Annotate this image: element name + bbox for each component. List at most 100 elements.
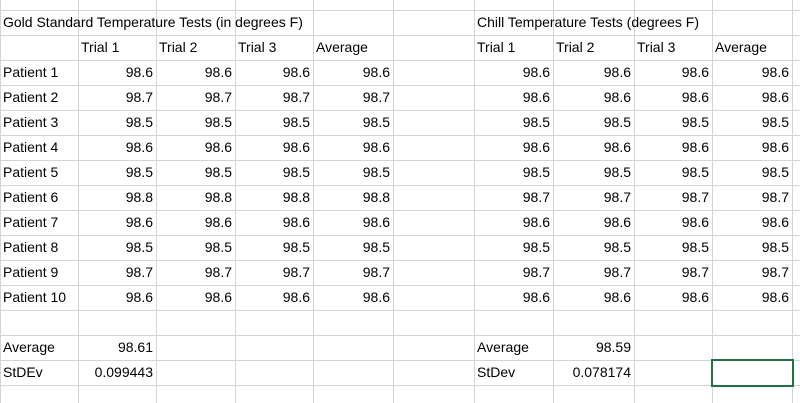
cell-value[interactable]: 98.6: [522, 89, 550, 105]
cell-value[interactable]: 98.7: [761, 189, 789, 205]
cell-value[interactable]: 98.6: [681, 64, 709, 80]
cell-value[interactable]: 98.6: [603, 64, 631, 80]
row-label[interactable]: Patient 9: [3, 264, 59, 280]
summary-value[interactable]: 98.59: [595, 339, 631, 355]
cell-value[interactable]: 98.5: [282, 239, 310, 255]
summary-value[interactable]: 98.61: [117, 339, 153, 355]
cell-value[interactable]: 98.5: [362, 164, 390, 180]
cell-value[interactable]: 98.7: [125, 264, 153, 280]
column-header[interactable]: Trial 2: [159, 39, 198, 55]
cell-value[interactable]: 98.5: [282, 164, 310, 180]
summary-label[interactable]: Average: [3, 339, 55, 355]
summary-label[interactable]: Average: [477, 339, 529, 355]
table-title[interactable]: Gold Standard Temperature Tests (in degr…: [3, 14, 303, 30]
row-label[interactable]: Patient 5: [3, 164, 59, 180]
summary-value[interactable]: 0.078174: [572, 364, 631, 380]
cell-value[interactable]: 98.6: [282, 214, 310, 230]
cell-value[interactable]: 98.6: [681, 214, 709, 230]
cell-value[interactable]: 98.6: [125, 64, 153, 80]
cell-value[interactable]: 98.6: [282, 139, 310, 155]
cell-value[interactable]: 98.6: [603, 89, 631, 105]
cell-value[interactable]: 98.6: [204, 289, 232, 305]
cell-value[interactable]: 98.8: [204, 189, 232, 205]
cell-value[interactable]: 98.6: [204, 139, 232, 155]
cell-value[interactable]: 98.6: [681, 139, 709, 155]
cell-value[interactable]: 98.5: [603, 114, 631, 130]
cell-value[interactable]: 98.6: [204, 64, 232, 80]
cell-value[interactable]: 98.7: [282, 264, 310, 280]
cell-value[interactable]: 98.6: [761, 64, 789, 80]
cell-value[interactable]: 98.6: [204, 214, 232, 230]
cell-value[interactable]: 98.5: [204, 239, 232, 255]
cell-value[interactable]: 98.5: [603, 164, 631, 180]
cell-value[interactable]: 98.7: [362, 264, 390, 280]
cell-value[interactable]: 98.7: [204, 89, 232, 105]
cell-value[interactable]: 98.6: [603, 214, 631, 230]
row-label[interactable]: Patient 4: [3, 139, 59, 155]
cell-value[interactable]: 98.6: [681, 289, 709, 305]
selected-cell[interactable]: [711, 359, 794, 387]
column-header[interactable]: Average: [316, 39, 368, 55]
cell-value[interactable]: 98.5: [362, 239, 390, 255]
cell-value[interactable]: 98.6: [362, 289, 390, 305]
cell-value[interactable]: 98.6: [522, 64, 550, 80]
cell-value[interactable]: 98.6: [362, 139, 390, 155]
cell-value[interactable]: 98.6: [603, 289, 631, 305]
cell-value[interactable]: 98.5: [125, 239, 153, 255]
cell-value[interactable]: 98.5: [522, 239, 550, 255]
row-label[interactable]: Patient 2: [3, 89, 59, 105]
column-header[interactable]: Average: [715, 39, 767, 55]
row-label[interactable]: Patient 1: [3, 64, 59, 80]
cell-value[interactable]: 98.7: [603, 264, 631, 280]
cell-value[interactable]: 98.6: [603, 139, 631, 155]
cell-value[interactable]: 98.6: [282, 289, 310, 305]
cell-value[interactable]: 98.6: [522, 214, 550, 230]
column-header[interactable]: Trial 3: [238, 39, 277, 55]
column-header[interactable]: Trial 3: [637, 39, 676, 55]
cell-value[interactable]: 98.5: [522, 164, 550, 180]
cell-value[interactable]: 98.5: [681, 114, 709, 130]
cell-value[interactable]: 98.5: [362, 114, 390, 130]
cell-value[interactable]: 98.5: [204, 114, 232, 130]
column-header[interactable]: Trial 1: [477, 39, 516, 55]
table-title[interactable]: Chill Temperature Tests (degrees F): [477, 14, 700, 30]
cell-value[interactable]: 98.7: [522, 189, 550, 205]
cell-value[interactable]: 98.5: [204, 164, 232, 180]
cell-value[interactable]: 98.5: [282, 114, 310, 130]
summary-value[interactable]: 0.099443: [94, 364, 153, 380]
cell-value[interactable]: 98.5: [761, 114, 789, 130]
cell-value[interactable]: 98.7: [282, 89, 310, 105]
row-label[interactable]: Patient 10: [3, 289, 67, 305]
cell-value[interactable]: 98.6: [761, 89, 789, 105]
column-header[interactable]: Trial 2: [556, 39, 595, 55]
cell-value[interactable]: 98.7: [522, 264, 550, 280]
cell-value[interactable]: 98.6: [125, 139, 153, 155]
cell-value[interactable]: 98.5: [681, 164, 709, 180]
column-header[interactable]: Trial 1: [81, 39, 120, 55]
cell-value[interactable]: 98.5: [761, 239, 789, 255]
cell-value[interactable]: 98.7: [362, 89, 390, 105]
cell-value[interactable]: 98.6: [761, 139, 789, 155]
cell-value[interactable]: 98.5: [603, 239, 631, 255]
row-label[interactable]: Patient 7: [3, 214, 59, 230]
cell-value[interactable]: 98.7: [125, 89, 153, 105]
cell-value[interactable]: 98.6: [362, 64, 390, 80]
cell-value[interactable]: 98.8: [362, 189, 390, 205]
row-label[interactable]: Patient 3: [3, 114, 59, 130]
cell-value[interactable]: 98.7: [681, 264, 709, 280]
cell-value[interactable]: 98.5: [761, 164, 789, 180]
cell-value[interactable]: 98.5: [522, 114, 550, 130]
row-label[interactable]: Patient 8: [3, 239, 59, 255]
cell-value[interactable]: 98.7: [681, 189, 709, 205]
cell-value[interactable]: 98.8: [125, 189, 153, 205]
cell-value[interactable]: 98.5: [125, 164, 153, 180]
cell-value[interactable]: 98.6: [761, 289, 789, 305]
cell-value[interactable]: 98.6: [125, 289, 153, 305]
cell-value[interactable]: 98.6: [522, 289, 550, 305]
cell-value[interactable]: 98.6: [125, 214, 153, 230]
cell-value[interactable]: 98.8: [282, 189, 310, 205]
cell-value[interactable]: 98.7: [761, 264, 789, 280]
cell-value[interactable]: 98.6: [522, 139, 550, 155]
cell-value[interactable]: 98.7: [204, 264, 232, 280]
cell-value[interactable]: 98.6: [761, 214, 789, 230]
